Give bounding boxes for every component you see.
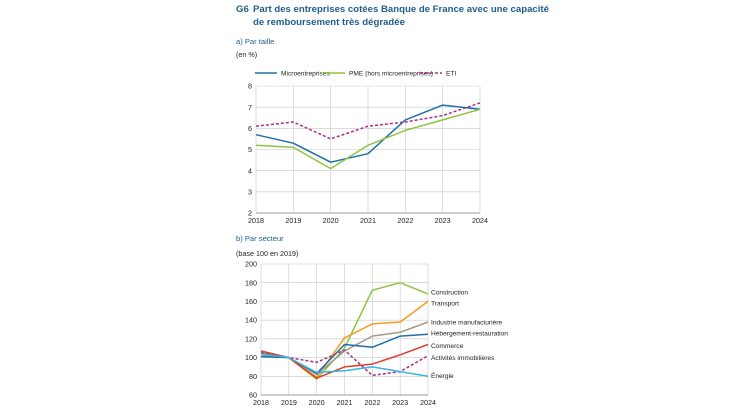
figure-title-line-1: Part des entreprises cotées Banque de Fr… <box>253 4 549 15</box>
panel-b-series-line-7 <box>260 353 429 378</box>
panel-b-unit: (base 100 en 2019) <box>236 249 299 258</box>
panel-a-series-line-3 <box>255 102 481 140</box>
panel-a-x-tick-label: 2022 <box>397 216 413 225</box>
panel-a-x-tick-label: 2024 <box>472 216 488 225</box>
panel-b-y-tick-label: 100 <box>245 353 257 362</box>
panel-a-x-tick-label: 2023 <box>435 216 451 225</box>
panel-b-x-tick-label: 2023 <box>392 398 408 407</box>
panel-b-x-tick-label: 2019 <box>281 398 297 407</box>
panel-a-y-tick-label: 2 <box>248 209 252 218</box>
panel-a-series-line-2 <box>255 108 481 170</box>
panel-a-y-tick-label: 3 <box>248 187 252 196</box>
panel-a-unit: (en %) <box>236 50 258 59</box>
panel-b-y-tick-label: 60 <box>249 391 257 400</box>
series-end-label-2: Transport <box>431 301 459 308</box>
figure-title-line-2: de remboursement très dégradée <box>253 16 405 28</box>
legend-label-1: Microentreprises <box>281 70 330 77</box>
panel-a-x-tick-label: 2018 <box>248 216 264 225</box>
panel-b-x-tick-label: 2021 <box>337 398 353 407</box>
panel-b-x-tick-label: 2022 <box>364 398 380 407</box>
panel-b-y-tick-label: 180 <box>245 278 257 287</box>
panel-b-x-tick-label: 2020 <box>309 398 325 407</box>
panel-a-x-tick-label: 2020 <box>323 216 339 225</box>
series-end-label-1: Construction <box>431 289 468 296</box>
legend-label-3: ETI <box>446 70 456 77</box>
panel-b-y-tick-label: 200 <box>245 260 257 269</box>
panel-a-y-tick-label: 5 <box>248 145 252 154</box>
figure-number: G6 <box>236 4 249 15</box>
panel-a-y-tick-label: 6 <box>248 124 252 133</box>
panel-a-x-tick-label: 2021 <box>360 216 376 225</box>
panel-b-y-tick-label: 160 <box>245 297 257 306</box>
legend-label-2: PME (hors microentreprises) <box>349 70 433 77</box>
panel-a-y-tick-label: 8 <box>248 82 252 91</box>
series-end-label-5: Commerce <box>431 343 464 350</box>
panel-b-x-tick-label: 2024 <box>420 398 436 407</box>
panel-b-x-tick-label: 2018 <box>253 398 269 407</box>
panel-a-y-tick-label: 7 <box>248 103 252 112</box>
panel-a-x-tick-label: 2019 <box>285 216 301 225</box>
panel-b-y-tick-label: 120 <box>245 334 257 343</box>
panel-a-label: a) Par taille <box>236 37 275 46</box>
series-end-label-4: Hébergement-restauration <box>431 331 508 338</box>
series-end-label-3: Industrie manufacturière <box>431 319 502 326</box>
panel-a-series-line-1 <box>255 104 481 163</box>
panel-b-label: b) Par secteur <box>236 234 284 243</box>
panel-b-y-tick-label: 140 <box>245 316 257 325</box>
panel-b-y-tick-label: 80 <box>249 372 257 381</box>
panel-a-y-tick-label: 4 <box>248 166 252 175</box>
series-end-label-7: Énergie <box>431 371 454 380</box>
series-end-label-6: Activités immobilières <box>431 355 495 362</box>
